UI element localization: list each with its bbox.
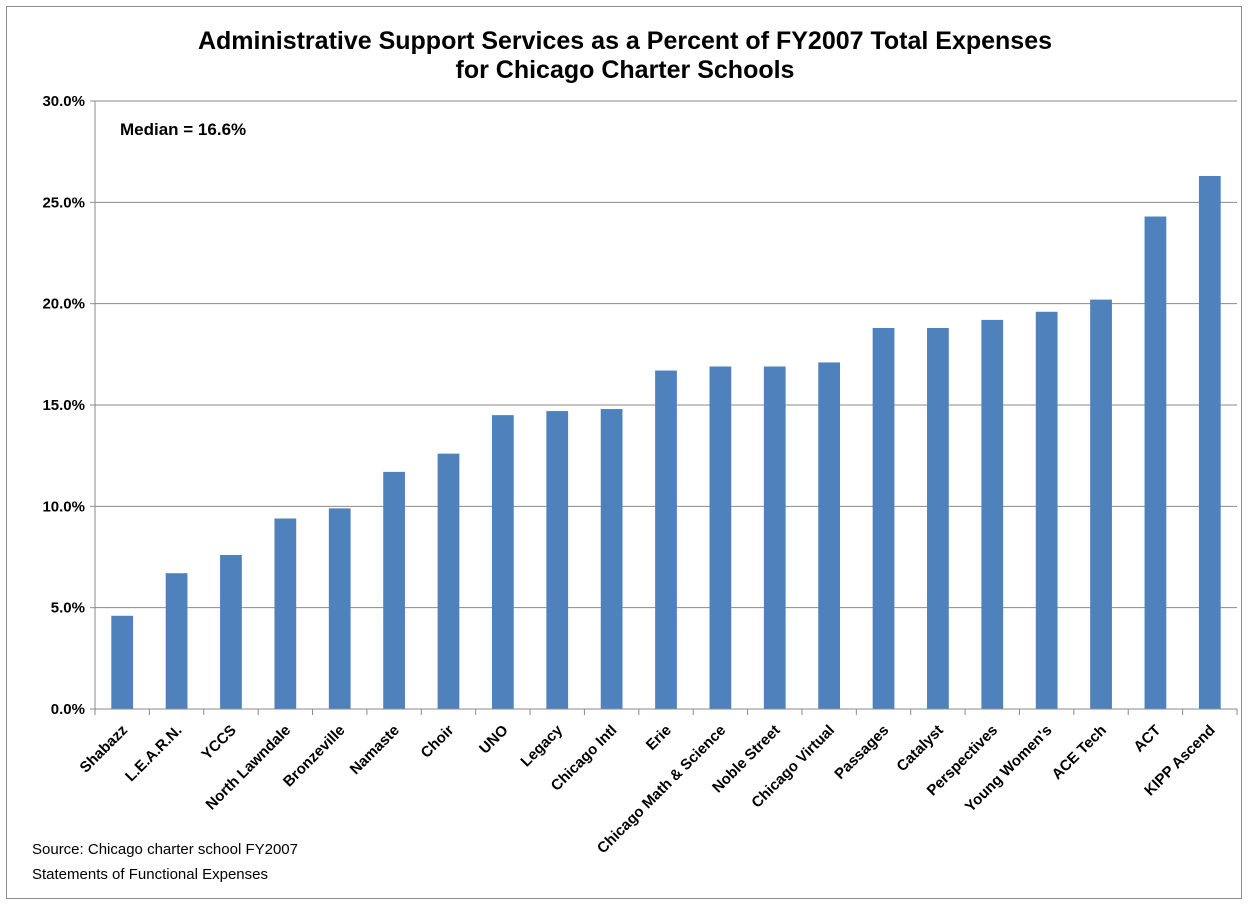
bar-yccs [220,554,242,709]
x-category-label: Choir [418,722,458,762]
x-category-label: Erie [643,722,675,754]
y-axis-tick-labels: 0.0% 5.0% 10.0% 15.0% 20.0% 25.0% 30.0% [42,93,95,718]
x-axis [94,101,1238,715]
bar-kipp-ascend [1198,175,1221,709]
x-category-label: Namaste [347,722,403,778]
y-tick-label: 20.0% [42,296,85,313]
x-category-label: L.E.A.R.N. [122,722,185,785]
y-tick-label: 25.0% [42,194,85,211]
bar-legacy [546,411,569,709]
bar-catalyst [927,327,949,709]
y-tick-label: 10.0% [42,498,85,515]
source-note-line-1: Source: Chicago charter school FY2007 [32,841,298,858]
bar-chicago-math-science [709,366,732,709]
x-category-label: Shabazz [77,722,131,776]
bar-act [1144,216,1167,709]
x-category-label: Catalyst [893,722,946,775]
bars [111,175,1221,709]
bar-uno [491,415,514,709]
chart-frame: Administrative Support Services as a Per… [6,6,1242,899]
bar-bronzeville [328,508,351,709]
bar-shabazz [111,615,134,709]
median-annotation: Median = 16.6% [120,120,246,139]
x-category-label: YCCS [198,722,239,763]
bar-ace-tech [1090,299,1112,709]
chart-subtitle: for Chicago Charter Schools [456,56,795,84]
bar-chart: Administrative Support Services as a Per… [32,27,1238,883]
source-note-line-2: Statements of Functional Expenses [32,866,268,883]
y-tick-label: 30.0% [42,93,85,110]
x-category-label: Passages [831,722,892,783]
bar-namaste [383,471,405,709]
x-category-label: ACE Tech [1049,722,1110,783]
y-tick-label: 5.0% [51,600,85,617]
x-category-label: UNO [476,722,512,758]
bar-choir [437,453,460,709]
bar-north-lawndale [274,518,297,709]
bar-passages [872,327,895,709]
bar-noble-street [763,366,786,709]
bar-young-women-s [1035,311,1058,709]
bar-perspectives [981,319,1004,709]
chart-title: Administrative Support Services as a Per… [198,27,1052,55]
x-category-label: Legacy [517,721,566,770]
bar-erie [655,370,677,709]
x-category-label: ACT [1130,722,1164,756]
bar-chicago-intl [600,409,623,709]
y-tick-label: 15.0% [42,397,85,414]
bar-chicago-virtual [818,362,841,709]
bar-l-e-a-r-n [165,573,188,709]
y-tick-label: 0.0% [51,701,85,718]
